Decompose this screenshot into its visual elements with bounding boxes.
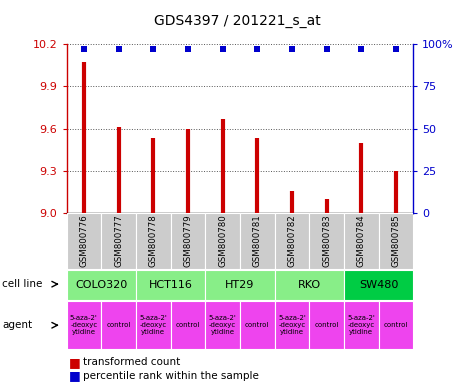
Bar [379,213,413,269]
Text: 5-aza-2'
-deoxyc
ytidine: 5-aza-2' -deoxyc ytidine [209,315,237,336]
Bar [66,301,101,349]
Text: RKO: RKO [298,280,321,290]
Text: control: control [245,323,269,328]
Text: 5-aza-2'
-deoxyc
ytidine: 5-aza-2' -deoxyc ytidine [70,315,98,336]
Text: control: control [384,323,408,328]
Text: GSM800777: GSM800777 [114,215,123,267]
Text: GSM800784: GSM800784 [357,215,366,267]
Text: percentile rank within the sample: percentile rank within the sample [83,371,259,381]
Text: GSM800779: GSM800779 [183,215,192,267]
Bar [240,301,275,349]
Bar [205,213,240,269]
Bar [101,301,136,349]
Bar [136,213,171,269]
Bar [309,301,344,349]
Text: HCT116: HCT116 [149,280,192,290]
Text: ■: ■ [69,369,81,382]
Text: control: control [106,323,131,328]
Text: 5-aza-2'
-deoxyc
ytidine: 5-aza-2' -deoxyc ytidine [278,315,306,336]
Text: ■: ■ [69,356,81,369]
Bar [240,213,275,269]
Bar [171,301,205,349]
Text: GDS4397 / 201221_s_at: GDS4397 / 201221_s_at [154,14,321,28]
Text: GSM800776: GSM800776 [79,215,88,267]
Bar [171,213,205,269]
Text: control: control [176,323,200,328]
Bar [205,270,275,300]
Text: 5-aza-2'
-deoxyc
ytidine: 5-aza-2' -deoxyc ytidine [139,315,167,336]
Text: cell line: cell line [2,279,43,289]
Text: GSM800783: GSM800783 [322,215,331,267]
Bar [275,213,309,269]
Text: GSM800785: GSM800785 [391,215,400,267]
Text: GSM800780: GSM800780 [218,215,227,267]
Bar [344,301,379,349]
Text: agent: agent [2,320,32,330]
Bar [275,270,344,300]
Text: GSM800782: GSM800782 [287,215,296,267]
Bar [344,213,379,269]
Text: HT29: HT29 [225,280,255,290]
Bar [205,301,240,349]
Bar [66,213,101,269]
Text: GSM800781: GSM800781 [253,215,262,267]
Text: COLO320: COLO320 [75,280,127,290]
Bar [136,270,205,300]
Bar [309,213,344,269]
Text: 5-aza-2'
-deoxyc
ytidine: 5-aza-2' -deoxyc ytidine [347,315,375,336]
Bar [101,213,136,269]
Bar [344,270,413,300]
Bar [66,270,136,300]
Bar [275,301,309,349]
Text: GSM800778: GSM800778 [149,215,158,267]
Bar [379,301,413,349]
Text: SW480: SW480 [359,280,398,290]
Bar [136,301,171,349]
Text: control: control [314,323,339,328]
Text: transformed count: transformed count [83,357,180,367]
